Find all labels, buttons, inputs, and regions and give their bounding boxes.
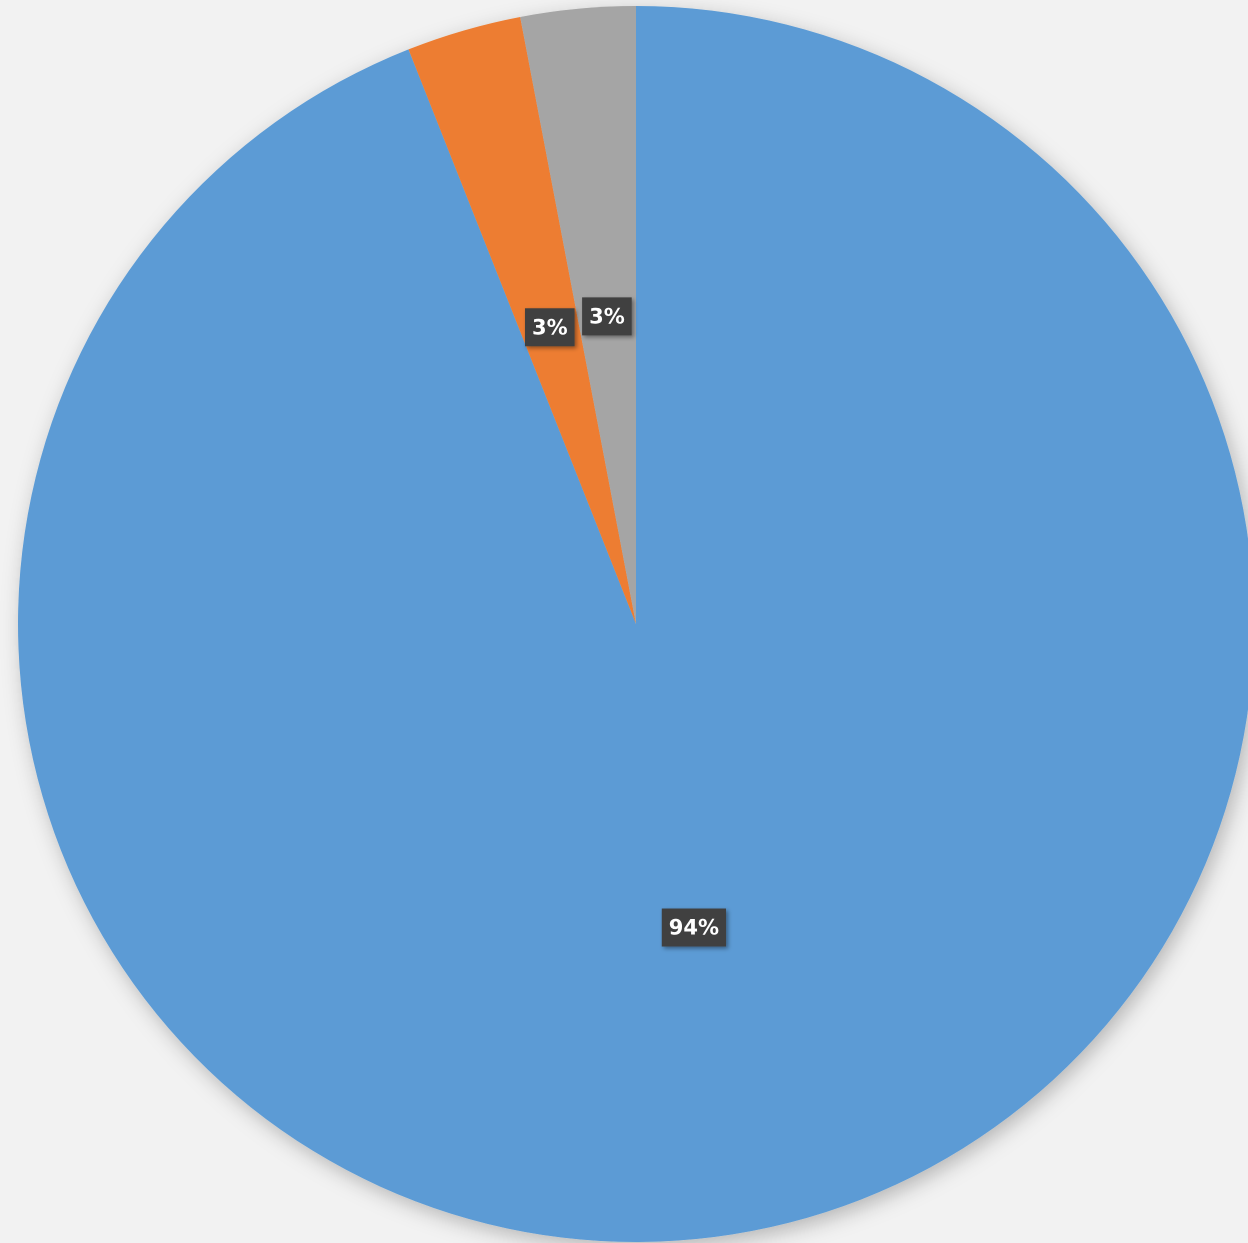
label-background — [661, 908, 727, 947]
label-background — [582, 297, 632, 336]
pie-slice — [520, 6, 636, 624]
labels: 94% 3% 3% — [524, 297, 727, 947]
data-label: 3% — [589, 304, 625, 328]
data-label-box: 94% — [661, 908, 727, 947]
data-label: 3% — [532, 315, 568, 339]
pie — [18, 6, 1248, 1242]
pie-slice — [18, 6, 1248, 1242]
data-label-box: 3% — [524, 308, 575, 347]
data-label-box: 3% — [582, 297, 632, 336]
label-background — [524, 308, 575, 347]
pie-slice — [408, 16, 636, 625]
data-label: 94% — [669, 916, 719, 940]
